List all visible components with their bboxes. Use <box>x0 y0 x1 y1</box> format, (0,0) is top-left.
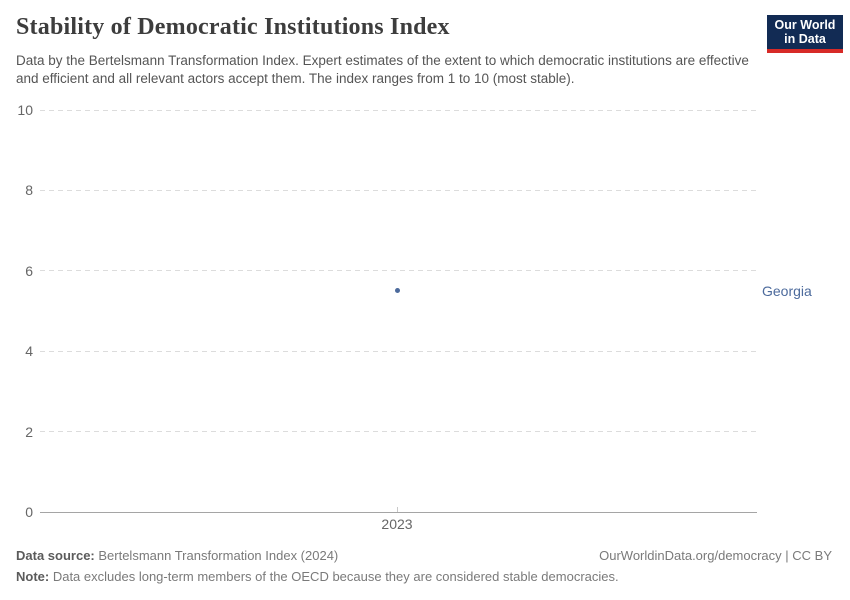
y-tick-label-4: 4 <box>25 343 33 360</box>
note-text: Data excludes long-term members of the O… <box>49 569 619 584</box>
footer-row-2: Note: Data excludes long-term members of… <box>16 569 832 585</box>
y-tick-label-8: 8 <box>25 182 33 199</box>
page-title: Stability of Democratic Institutions Ind… <box>16 14 450 40</box>
gridline-y-2 <box>40 431 757 433</box>
owid-logo[interactable]: Our World in Data <box>767 15 843 53</box>
gridline-y-10 <box>40 109 757 111</box>
footer-row-1: Data source: Bertelsmann Transformation … <box>16 548 832 564</box>
gridline-y-8 <box>40 189 757 191</box>
x-axis-line <box>40 511 757 513</box>
y-tick-label-6: 6 <box>25 262 33 279</box>
credit-link[interactable]: OurWorldinData.org/democracy | CC BY <box>599 548 832 563</box>
note-label: Note: <box>16 569 50 584</box>
x-tick-mark-2023 <box>396 507 398 512</box>
entity-label-georgia[interactable]: Georgia <box>762 282 812 299</box>
x-tick-label-2023: 2023 <box>381 516 413 532</box>
y-tick-label-0: 0 <box>25 504 33 520</box>
owid-logo-line1: Our World <box>774 18 836 32</box>
gridline-y-6 <box>40 270 757 272</box>
y-tick-label-10: 10 <box>17 102 33 118</box>
page-subtitle: Data by the Bertelsmann Transformation I… <box>16 53 749 86</box>
data-source-label: Data source: <box>16 548 95 563</box>
y-tick-label-2: 2 <box>25 423 33 440</box>
data-source-text: Data source: Bertelsmann Transformation … <box>16 548 338 564</box>
data-source-value: Bertelsmann Transformation Index (2024) <box>94 548 339 563</box>
gridline-y-4 <box>40 350 757 352</box>
owid-logo-line2: in Data <box>784 32 826 46</box>
data-point-georgia[interactable] <box>394 288 400 294</box>
